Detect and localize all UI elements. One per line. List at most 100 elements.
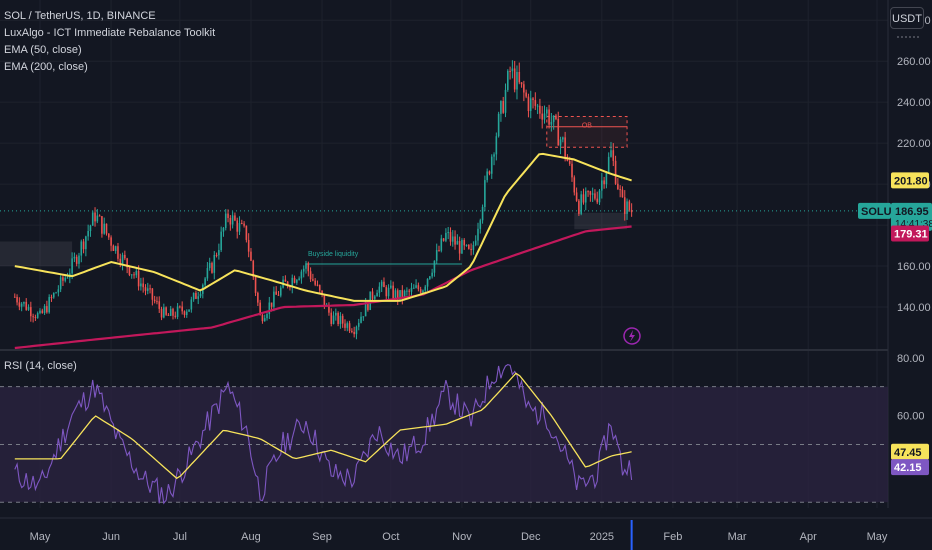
candle <box>298 278 300 280</box>
candle <box>250 251 252 261</box>
candle <box>224 213 227 228</box>
candle <box>465 244 468 246</box>
candle <box>454 236 456 245</box>
candle <box>245 225 248 240</box>
candle <box>50 297 53 299</box>
candle <box>126 258 128 268</box>
candle <box>539 105 541 114</box>
indicator-legend-luxalgo[interactable]: LuxAlgo - ICT Immediate Rebalance Toolki… <box>4 27 216 39</box>
candle <box>80 241 83 256</box>
candle <box>318 285 321 291</box>
candle <box>550 121 553 125</box>
rsi-lines <box>14 364 633 505</box>
candle <box>500 101 502 114</box>
candle <box>183 311 186 315</box>
candle <box>25 301 28 310</box>
rsi-tag: 42.15 <box>894 462 922 474</box>
candle <box>408 290 410 292</box>
candle <box>321 290 323 295</box>
candle <box>293 277 296 283</box>
ob-label: OB <box>582 123 592 130</box>
candle <box>559 139 562 146</box>
time-tick-label: Oct <box>382 531 399 543</box>
candle <box>307 263 310 272</box>
last-price-tag: 186.95 <box>895 206 929 218</box>
candle <box>353 331 355 335</box>
candle <box>394 290 397 299</box>
time-tick-label: Sep <box>312 531 332 543</box>
candle <box>286 281 289 287</box>
candle <box>509 70 511 72</box>
candle <box>158 301 161 309</box>
flash-icon[interactable] <box>623 327 641 345</box>
candle <box>383 281 385 288</box>
candle <box>89 225 92 232</box>
candle <box>534 100 537 106</box>
candle <box>571 163 573 178</box>
candle <box>488 171 491 174</box>
candle <box>188 309 190 312</box>
candle <box>426 278 429 287</box>
candle <box>181 306 183 312</box>
candle <box>62 277 64 281</box>
time-tick-label: Feb <box>663 531 682 543</box>
candle <box>582 194 585 203</box>
candle <box>227 213 229 218</box>
candle <box>479 220 482 229</box>
candle <box>254 276 257 293</box>
candle <box>220 231 222 251</box>
candle <box>332 315 335 324</box>
candle <box>13 296 16 298</box>
candle <box>64 277 67 281</box>
candle <box>316 284 319 286</box>
candles[interactable] <box>13 60 633 340</box>
candle <box>27 307 30 310</box>
candle <box>392 285 394 299</box>
candle <box>422 290 424 293</box>
candle <box>623 197 626 214</box>
candle <box>211 262 213 273</box>
candle <box>222 227 225 232</box>
candle <box>401 290 404 299</box>
ema200-price-tag-bg <box>891 225 929 242</box>
candle <box>532 98 534 101</box>
candle <box>206 268 209 279</box>
price-tick-label: 160.00 <box>897 261 931 273</box>
candle <box>573 177 576 193</box>
indicator-legend-ema200[interactable]: EMA (200, close) <box>4 61 88 73</box>
candle <box>555 115 557 119</box>
candle <box>614 160 617 184</box>
indicator-legend-ema50[interactable]: EMA (50, close) <box>4 44 82 56</box>
candle <box>364 301 367 317</box>
currency-button[interactable]: USDT <box>890 7 924 29</box>
candle <box>110 237 112 246</box>
candle <box>185 311 188 315</box>
price-tick-label: 240.00 <box>897 97 931 109</box>
candle <box>71 258 73 274</box>
candle <box>348 323 351 331</box>
candle <box>252 260 255 277</box>
time-tick-label: May <box>30 531 51 543</box>
time-axis[interactable]: May Jun Jul Aug Sep Oct Nov Dec 2025 Feb Mar Apr May <box>0 517 932 550</box>
candle <box>545 109 548 114</box>
candle <box>296 279 298 283</box>
candle <box>213 254 216 273</box>
candle <box>234 215 236 221</box>
price-tick-label: 220.00 <box>897 138 931 150</box>
candle <box>105 223 108 234</box>
candle <box>543 113 546 120</box>
candle <box>32 316 34 318</box>
candle <box>179 306 181 308</box>
candle <box>461 240 463 254</box>
rsi-tick-label: 80.00 <box>897 353 925 365</box>
rsi-legend[interactable]: RSI (14, close) <box>4 360 77 372</box>
candle <box>447 232 449 234</box>
candle <box>59 277 62 290</box>
last-price-tag-bg <box>891 202 932 231</box>
candle <box>229 217 232 225</box>
candle <box>470 248 472 250</box>
candle <box>406 290 408 292</box>
symbol-legend[interactable]: SOL / TetherUS, 1D, BINANCE <box>4 10 156 22</box>
candle <box>174 315 177 317</box>
